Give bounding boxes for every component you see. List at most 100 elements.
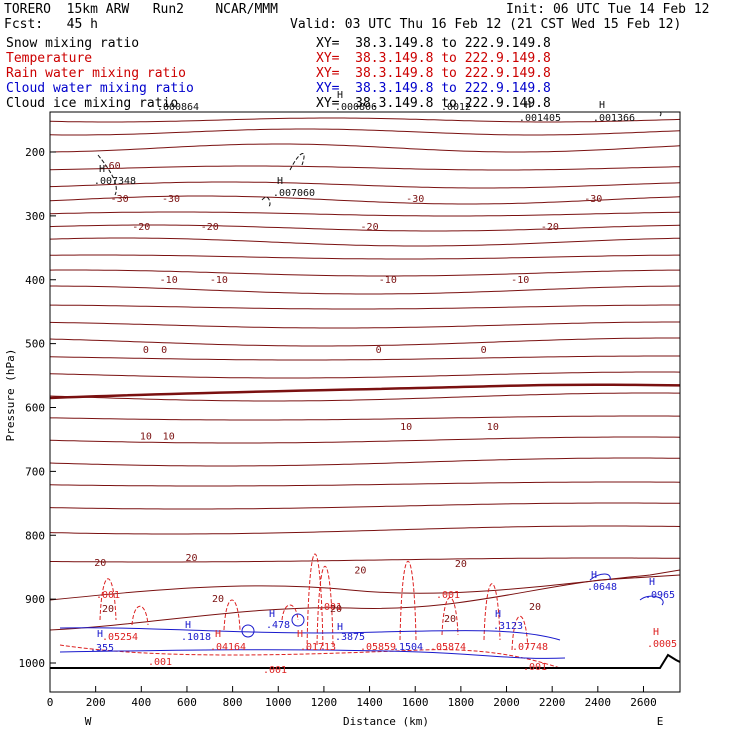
ice-maximum-label: .000864 — [157, 102, 199, 113]
isotherm-label: 20 — [102, 604, 114, 615]
isotherm-label: -30 — [162, 194, 180, 205]
x-tick-label: 2600 — [630, 696, 657, 709]
y-tick-label: 400 — [25, 274, 45, 287]
terrain-line — [50, 653, 680, 669]
ice-maximum-label: .007348 — [94, 176, 136, 187]
isotherm-line — [50, 457, 680, 467]
rain-contour — [399, 561, 417, 641]
isotherm-label: 0 — [481, 345, 487, 356]
y-tick-label: 700 — [25, 465, 45, 478]
rain-label: .001 — [436, 590, 460, 601]
isotherm-line — [50, 355, 680, 361]
x-tick-label: 1800 — [448, 696, 475, 709]
high-marker: H — [97, 629, 103, 640]
isotherm-label: 10 — [163, 431, 175, 442]
x-axis-label: Distance (km) — [343, 715, 429, 728]
cloudwater-label: .3123 — [493, 621, 523, 632]
ice-maximum-label: .001366 — [593, 113, 635, 124]
high-marker: H — [525, 100, 531, 111]
isotherm-label: 10 — [400, 422, 412, 433]
rain-contour — [483, 583, 501, 641]
isotherm-line — [50, 436, 680, 444]
rain-label: .001 — [318, 602, 342, 613]
y-tick-label: 1000 — [19, 657, 46, 670]
high-marker: H — [277, 176, 283, 187]
isotherm-line — [50, 224, 680, 232]
cloudwater-contour — [589, 573, 611, 581]
ice-maximum-label: .0012 — [441, 102, 471, 113]
cloudwater-label: .478 — [266, 620, 290, 631]
isotherm-label: 20 — [185, 553, 197, 564]
isotherm-line — [50, 285, 680, 295]
isotherm-line — [50, 211, 680, 217]
forecast-hour: Fcst: 45 h — [4, 17, 98, 32]
isotherm-label: -20 — [541, 222, 559, 233]
isotherm-label: 20 — [455, 559, 467, 570]
y-tick-label: 900 — [25, 593, 45, 606]
isotherm-line — [50, 557, 680, 563]
x-tick-label: 1000 — [265, 696, 292, 709]
rain-label: .04164 — [210, 642, 246, 653]
y-tick-label: 600 — [25, 402, 45, 415]
legend-temperature-xy: XY= 38.3.149.8 to 222.9.149.8 — [316, 51, 551, 66]
ice-contour — [97, 154, 117, 196]
high-marker: H — [215, 629, 221, 640]
isotherm-label: -20 — [132, 222, 150, 233]
rain-label: .05254 — [102, 632, 138, 643]
x-tick-label: 800 — [223, 696, 243, 709]
high-marker: H — [591, 570, 597, 581]
valid-time: Valid: 03 UTC Thu 16 Feb 12 (21 CST Wed … — [290, 17, 682, 32]
isotherm-line — [50, 254, 680, 260]
rain-contour — [131, 605, 149, 626]
isotherm-line — [50, 128, 680, 136]
rain-label: .001 — [523, 662, 547, 673]
rain-contour — [316, 566, 334, 646]
isotherm-label: -10 — [379, 275, 397, 286]
ice-maximum-label: .007060 — [273, 188, 315, 199]
ice-contour — [640, 112, 662, 117]
isotherm-label: 20 — [330, 604, 342, 615]
high-marker: H — [495, 609, 501, 620]
isotherm-line — [50, 574, 680, 631]
cloudwater-contour — [59, 649, 566, 659]
init-time: Init: 06 UTC Tue 14 Feb 12 — [506, 2, 710, 17]
legend-rain-xy: XY= 38.3.149.8 to 222.9.149.8 — [316, 66, 551, 81]
isotherm-line — [50, 117, 680, 123]
isotherm-line — [50, 195, 680, 205]
isotherm-line — [50, 237, 680, 247]
y-tick-label: 500 — [25, 338, 45, 351]
rain-contour — [223, 599, 241, 631]
isotherm-label: -30 — [584, 194, 602, 205]
isotherm-label: 10 — [140, 431, 152, 442]
cloudwater-contour — [639, 595, 664, 606]
isotherm-line — [50, 415, 680, 421]
cloudwater-contour — [59, 627, 561, 641]
rain-label: .05874 — [430, 642, 466, 653]
isotherm-label: 20 — [354, 566, 366, 577]
isotherm-label: -10 — [210, 275, 228, 286]
x-tick-label: 1600 — [402, 696, 429, 709]
isotherm-line — [50, 392, 680, 402]
cloudwater-contour — [291, 613, 305, 627]
isotherm-label: 0 — [143, 345, 149, 356]
rain-contour — [306, 553, 324, 651]
isotherm-label: -60 — [103, 161, 121, 172]
x-tick-label: 2000 — [493, 696, 520, 709]
isotherm-label: 0 — [376, 345, 382, 356]
cloudwater-contour — [241, 624, 255, 638]
isotherm-line — [50, 337, 680, 347]
x-tick-label: 200 — [86, 696, 106, 709]
isotherm-line — [50, 143, 680, 153]
isotherm-label: 20 — [212, 594, 224, 605]
x-tick-label: 600 — [177, 696, 197, 709]
isotherm-label: 0 — [161, 345, 167, 356]
rain-label: .05859 — [360, 642, 396, 653]
rain-label: .001 — [148, 657, 172, 668]
freezing-level-line — [50, 383, 680, 400]
rain-contour — [281, 604, 299, 621]
isotherm-line — [50, 481, 680, 487]
rain-label: .07748 — [512, 642, 548, 653]
rain-label: .001 — [263, 665, 287, 676]
rain-contour — [441, 597, 459, 636]
ice-contour — [261, 153, 305, 207]
